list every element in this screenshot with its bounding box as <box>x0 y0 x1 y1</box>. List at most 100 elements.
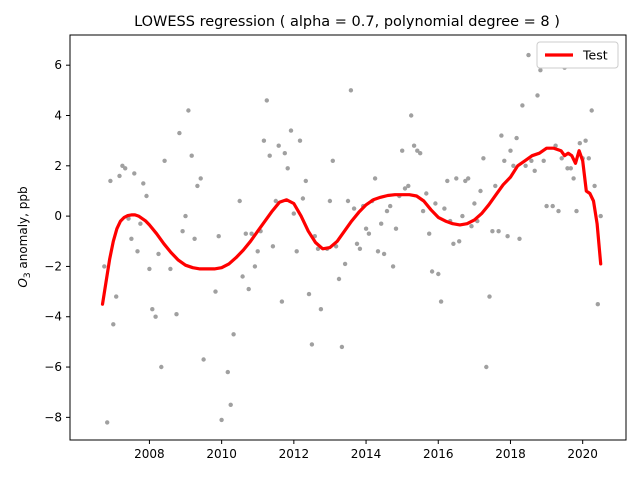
data-point <box>246 286 251 292</box>
y-axis: −8 −6 −4 −2 0 2 4 6 <box>44 58 70 424</box>
y-tick-label: 0 <box>54 209 62 223</box>
data-point <box>469 224 474 229</box>
data-point <box>526 52 531 58</box>
data-point <box>108 178 113 184</box>
data-point <box>150 307 155 312</box>
data-point <box>168 266 173 272</box>
data-point <box>111 322 116 327</box>
data-point <box>523 163 528 168</box>
data-point <box>252 264 258 269</box>
data-point <box>201 357 206 362</box>
data-point <box>457 239 462 244</box>
data-point <box>577 141 582 146</box>
data-point <box>132 171 137 176</box>
data-point <box>586 156 591 161</box>
data-point <box>438 299 444 304</box>
y-tick-label: 4 <box>54 108 62 122</box>
data-point <box>363 226 369 231</box>
data-point <box>159 364 164 370</box>
legend-label-test: Test <box>582 48 608 63</box>
data-point <box>535 93 540 98</box>
data-point <box>330 158 335 163</box>
data-point <box>300 196 306 201</box>
data-point <box>484 364 489 370</box>
data-point <box>345 198 351 204</box>
data-point <box>276 143 281 148</box>
data-point <box>249 231 254 236</box>
x-tick-label: 2014 <box>351 447 382 461</box>
data-point <box>381 251 387 257</box>
data-point <box>415 148 420 153</box>
data-point <box>303 178 308 184</box>
data-point <box>589 108 594 113</box>
y-axis-label: O3 anomaly, ppb <box>16 186 33 287</box>
data-point <box>598 213 603 219</box>
data-point <box>339 344 345 350</box>
data-point <box>354 241 360 246</box>
data-point <box>318 307 324 312</box>
chart-title: LOWESS regression ( alpha = 0.7, polynom… <box>134 14 560 30</box>
data-point <box>270 244 276 249</box>
data-point <box>595 302 600 307</box>
data-point <box>117 173 122 179</box>
data-point <box>429 269 435 274</box>
data-point <box>366 231 372 236</box>
data-point <box>213 289 218 294</box>
data-point <box>123 166 128 171</box>
data-point <box>264 98 269 103</box>
data-point <box>493 183 498 189</box>
y-tick-label: −8 <box>44 410 62 424</box>
data-point <box>424 191 429 196</box>
data-point <box>357 246 363 251</box>
data-point <box>541 158 546 163</box>
data-point <box>442 206 447 211</box>
data-point <box>342 261 348 267</box>
lowess-fit-line <box>100 146 603 306</box>
data-point <box>243 231 248 236</box>
data-point <box>565 166 570 171</box>
data-point <box>162 158 167 163</box>
data-point <box>306 291 312 297</box>
data-point <box>532 168 537 173</box>
axes-background <box>70 35 626 440</box>
legend-box <box>536 41 619 69</box>
data-point <box>466 176 471 181</box>
data-point <box>427 231 432 236</box>
data-point <box>550 203 555 209</box>
data-point <box>436 271 441 277</box>
data-point <box>279 299 285 304</box>
data-point <box>505 234 510 239</box>
data-point <box>478 188 483 194</box>
data-point <box>273 198 278 204</box>
x-tick-label: 2012 <box>279 447 310 461</box>
data-point <box>529 158 534 163</box>
data-point <box>228 402 233 407</box>
y-tick-label: −4 <box>44 310 62 324</box>
data-point <box>499 133 504 138</box>
data-point <box>102 264 107 269</box>
y-tick-label: 6 <box>54 58 62 72</box>
data-point <box>192 236 197 241</box>
data-point <box>225 369 230 375</box>
data-point <box>180 229 185 234</box>
data-point <box>294 249 299 254</box>
data-point <box>393 226 399 231</box>
x-tick-label: 2016 <box>423 447 454 461</box>
data-point <box>454 176 459 181</box>
data-point <box>583 138 588 143</box>
data-point <box>433 201 438 206</box>
data-point <box>198 176 203 181</box>
data-point <box>144 193 149 199</box>
data-point <box>231 332 236 337</box>
data-point <box>174 312 179 317</box>
data-point <box>420 208 426 214</box>
y-tick-label: 2 <box>54 159 62 173</box>
data-point <box>400 148 405 153</box>
data-point <box>291 211 296 216</box>
y-axis-label-subscript: 3 <box>23 272 33 278</box>
data-point <box>502 158 507 163</box>
data-point <box>282 151 287 156</box>
data-point <box>195 183 200 189</box>
data-point <box>390 264 396 269</box>
data-point <box>153 314 158 319</box>
